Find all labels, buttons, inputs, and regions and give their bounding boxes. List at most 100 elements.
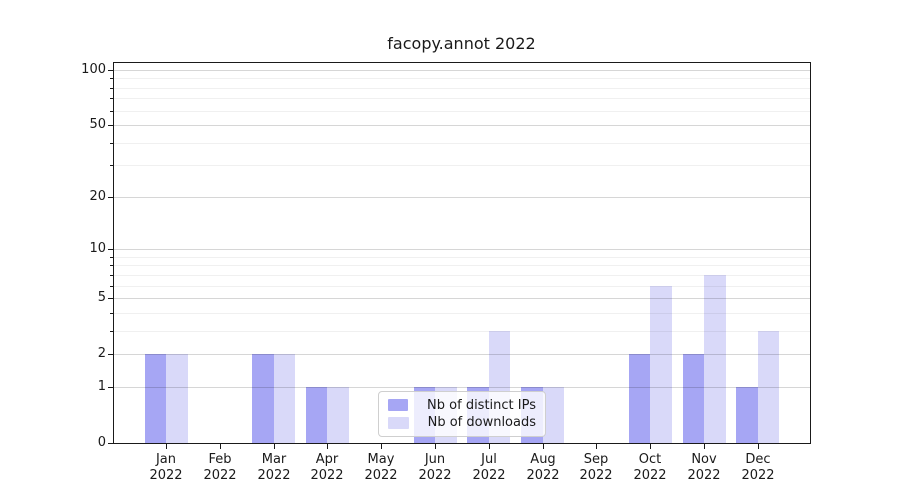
x-tick-label-may: May 2022 (364, 452, 398, 483)
gridline-minor-6 (113, 286, 810, 287)
gridline-major-2 (113, 354, 810, 355)
y-tick-20 (108, 197, 113, 198)
y-minor-tick-40 (110, 143, 113, 144)
x-tick-jul (489, 444, 490, 449)
bar-downloads-mar (273, 354, 296, 443)
x-tick-jan (166, 444, 167, 449)
y-minor-tick-60 (110, 111, 113, 112)
bar-distinct-ips-jan (144, 354, 166, 443)
bar-downloads-oct (650, 285, 672, 443)
y-tick-label-20: 20 (89, 189, 106, 204)
gridline-major-20 (113, 197, 810, 198)
x-tick-label-sep: Sep 2022 (579, 452, 613, 483)
x-tick-label-aug: Aug 2022 (526, 452, 560, 483)
bar-distinct-ips-dec (736, 386, 758, 443)
y-tick-label-100: 100 (81, 62, 106, 77)
y-minor-tick-70 (110, 98, 113, 99)
x-tick-label-apr: Apr 2022 (310, 452, 344, 483)
gridline-major-1 (113, 387, 810, 388)
gridline-minor-7 (113, 275, 810, 276)
y-tick-label-2: 2 (97, 346, 106, 361)
x-tick-aug (543, 444, 544, 449)
y-tick-0 (108, 443, 113, 444)
legend: Nb of distinct IPs Nb of downloads (378, 391, 546, 437)
y-tick-label-0: 0 (97, 435, 106, 450)
gridline-major-100 (113, 70, 810, 71)
bar-distinct-ips-nov (682, 354, 704, 443)
x-tick-may (381, 444, 382, 449)
bar-distinct-ips-mar (252, 354, 274, 443)
x-tick-label-oct: Oct 2022 (633, 452, 667, 483)
x-tick-mar (274, 444, 275, 449)
x-tick-nov (704, 444, 705, 449)
y-tick-100 (108, 70, 113, 71)
gridline-major-50 (113, 125, 810, 126)
x-tick-apr (327, 444, 328, 449)
x-tick-label-jun: Jun 2022 (418, 452, 452, 483)
gridline-minor-4 (113, 313, 810, 314)
y-tick-1 (108, 387, 113, 388)
legend-swatch-distinct-ips (388, 399, 409, 412)
y-tick-label-1: 1 (97, 379, 106, 394)
chart-title: facopy.annot 2022 (387, 34, 536, 53)
x-tick-label-jul: Jul 2022 (472, 452, 506, 483)
bar-downloads-apr (327, 386, 349, 443)
x-tick-oct (650, 444, 651, 449)
y-minor-tick-8 (110, 265, 113, 266)
y-tick-10 (108, 249, 113, 250)
gridline-minor-80 (113, 88, 810, 89)
gridline-minor-8 (113, 265, 810, 266)
y-tick-label-5: 5 (97, 290, 106, 305)
bar-distinct-ips-apr (305, 386, 328, 443)
gridline-minor-40 (113, 143, 810, 144)
legend-label-downloads: Nb of downloads (427, 415, 536, 431)
y-tick-label-50: 50 (89, 117, 106, 132)
x-tick-label-jan: Jan 2022 (149, 452, 183, 483)
gridline-minor-90 (113, 78, 810, 79)
y-minor-tick-80 (110, 88, 113, 89)
bottom-spine (113, 443, 811, 444)
y-minor-tick-30 (110, 165, 113, 166)
x-tick-jun (435, 444, 436, 449)
x-tick-label-feb: Feb 2022 (203, 452, 237, 483)
x-tick-label-dec: Dec 2022 (741, 452, 775, 483)
x-tick-feb (220, 444, 221, 449)
y-minor-tick-3 (110, 331, 113, 332)
bar-distinct-ips-oct (628, 354, 651, 443)
legend-item-distinct-ips: Nb of distinct IPs (388, 398, 536, 413)
gridline-minor-60 (113, 111, 810, 112)
y-minor-tick-90 (110, 78, 113, 79)
x-tick-label-mar: Mar 2022 (257, 452, 291, 483)
y-minor-tick-7 (110, 275, 113, 276)
gridline-major-10 (113, 249, 810, 250)
gridline-minor-30 (113, 165, 810, 166)
y-minor-tick-6 (110, 286, 113, 287)
gridline-minor-9 (113, 257, 810, 258)
x-tick-dec (758, 444, 759, 449)
y-tick-2 (108, 354, 113, 355)
legend-item-downloads: Nb of downloads (388, 415, 536, 430)
bar-downloads-dec (757, 330, 780, 443)
x-tick-label-nov: Nov 2022 (687, 452, 721, 483)
top-spine (113, 62, 811, 63)
y-tick-5 (108, 298, 113, 299)
x-tick-sep (596, 444, 597, 449)
gridline-major-5 (113, 298, 810, 299)
y-tick-50 (108, 125, 113, 126)
left-spine (113, 62, 114, 444)
gridline-minor-3 (113, 331, 810, 332)
bar-downloads-nov (704, 274, 726, 443)
bar-downloads-jan (166, 354, 188, 443)
bar-downloads-aug (542, 386, 565, 443)
y-minor-tick-4 (110, 313, 113, 314)
right-spine (810, 62, 811, 444)
gridline-minor-70 (113, 98, 810, 99)
y-minor-tick-9 (110, 257, 113, 258)
y-tick-label-10: 10 (89, 241, 106, 256)
legend-swatch-downloads (388, 416, 409, 429)
legend-label-distinct-ips: Nb of distinct IPs (427, 397, 536, 413)
